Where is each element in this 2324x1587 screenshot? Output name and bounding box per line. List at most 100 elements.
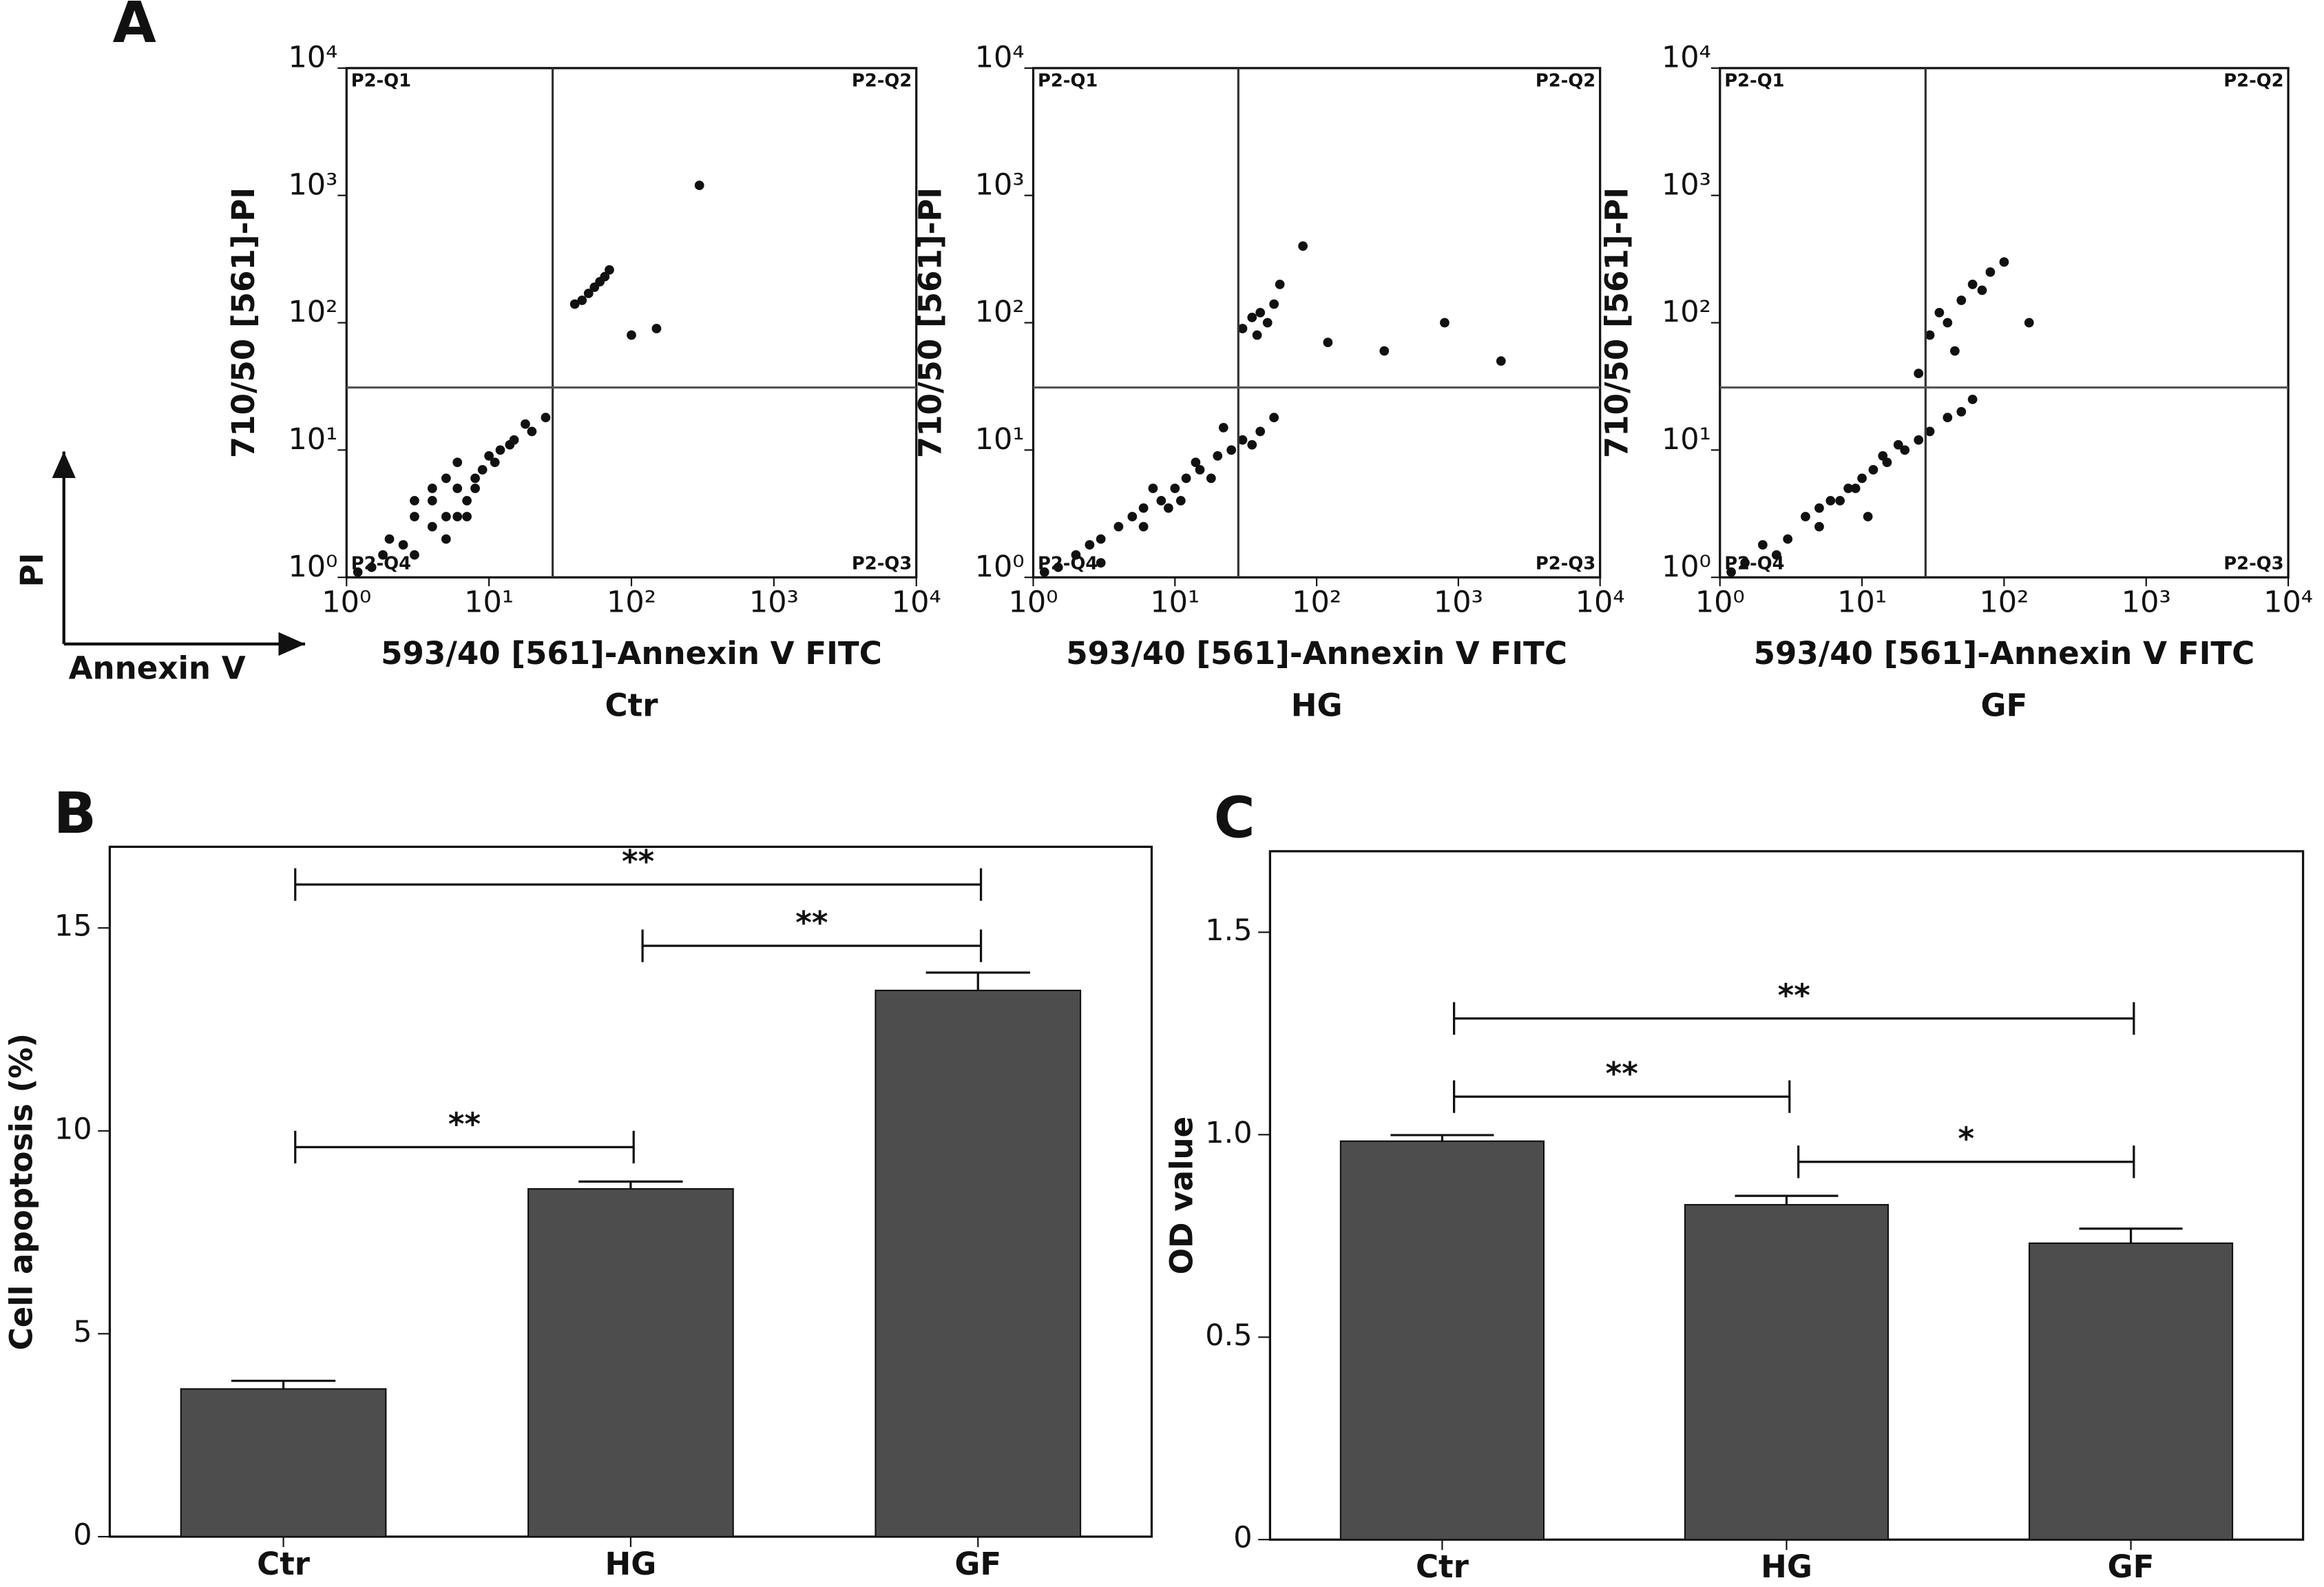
event-dot [1252,330,1262,340]
quadrant-label: P2-Q4 [1724,553,1784,574]
x-tick-label: Ctr [257,1546,311,1582]
sig-label: ** [448,1106,481,1142]
x-tick-label: 10¹ [464,585,514,619]
event-dot [490,457,500,468]
y-tick-label: 10² [1662,295,1711,329]
event-dot [569,299,580,309]
x-axis-label: 593/40 [561]-Annexin V FITC [1066,635,1567,672]
y-tick-label: 10³ [975,167,1025,202]
plot-frame [1719,67,2290,579]
y-tick-label: 10³ [288,167,337,202]
y-tick-label: 15 [54,909,92,944]
event-dot [1943,318,1953,328]
event-dot [1206,473,1216,484]
event-dot [1269,299,1279,309]
event-dot [441,534,451,544]
event-dot [1740,558,1750,568]
y-axis-label: 710/50 [561]-PI [225,187,262,458]
event-dot [1850,484,1861,493]
event-dot [1835,496,1845,506]
event-dot [1440,318,1449,328]
quadrant-label: P2-Q4 [1038,553,1098,574]
event-dot [1218,422,1228,433]
bar [2028,1242,2234,1541]
event-dot [1262,318,1273,328]
event-dot [1801,512,1810,521]
y-tick-label: 10¹ [975,422,1025,457]
event-dot [1949,346,1960,356]
event-dot [1914,369,1924,378]
subtitle: HG [1291,687,1343,723]
y-tick-label: 10⁰ [288,550,337,584]
event-dot [1039,567,1049,577]
x-tick-label: 10² [1979,585,2029,619]
event-dot [1814,503,1824,513]
event-dot [1323,338,1333,348]
event-dot [2024,318,2034,328]
event-dot [398,540,408,550]
x-tick-label: GF [2108,1548,2155,1585]
x-tick-label: Ctr [1416,1548,1469,1585]
y-tick-label: 10¹ [288,422,337,457]
y-tick-label: 1.0 [1205,1116,1252,1150]
y-tick-label: 10⁴ [975,40,1025,74]
event-dot [1857,473,1867,484]
event-dot [1925,330,1935,340]
event-dot [1893,439,1903,450]
event-dot [1138,503,1149,513]
quadrant-label: P2-Q1 [351,71,411,92]
y-tick-label: 10⁰ [975,550,1025,584]
event-dot [1255,426,1266,437]
event-dot [441,473,451,484]
event-dot [1298,241,1308,251]
event-dot [1925,426,1935,437]
x-tick-label: 10³ [1434,585,1483,619]
event-dot [1226,445,1237,455]
y-tick-label: 0 [1233,1521,1252,1555]
event-dot [1999,257,2009,267]
quadrant-label: P2-Q1 [1038,71,1098,92]
event-dot [521,419,530,429]
event-dot [1085,540,1095,550]
x-tick-label: 10⁰ [1695,585,1745,619]
event-dot [1956,295,1967,305]
event-dot [527,426,537,437]
event-dot [1156,496,1166,506]
event-dot [452,484,463,493]
event-dot [1814,521,1824,532]
bar [1684,1203,1889,1541]
event-dot [470,484,480,493]
y-tick-label: 10⁴ [1662,40,1711,74]
event-dot [1878,450,1888,461]
event-dot [353,567,363,577]
event-dot [427,484,437,493]
y-tick-label: 5 [73,1315,92,1349]
key-x-label: Annexin V [69,650,246,687]
event-dot [470,473,480,484]
bar [875,989,1082,1537]
subtitle: GF [1980,687,2027,723]
x-axis-label: 593/40 [561]-Annexin V FITC [381,635,882,672]
quadrant-label: P2-Q3 [1536,553,1595,574]
x-tick-label: 10² [1292,585,1341,619]
y-tick-label: 10⁰ [1662,550,1711,584]
event-dot [427,521,437,532]
event-dot [1771,550,1781,560]
x-tick-label: 10³ [749,585,799,619]
event-dot [1914,435,1924,445]
event-dot [366,562,377,572]
event-dot [484,450,494,461]
x-tick-label: 10⁰ [1009,585,1058,619]
event-dot [1247,439,1257,450]
event-dot [1496,356,1506,366]
event-dot [694,180,704,190]
x-tick-label: HG [1761,1548,1812,1585]
event-dot [1138,521,1149,532]
sig-label: ** [622,843,654,880]
panel-label: A [113,0,156,56]
event-dot [605,264,614,275]
event-dot [1783,534,1793,544]
bar [180,1388,387,1538]
panel-label: C [1214,785,1255,851]
